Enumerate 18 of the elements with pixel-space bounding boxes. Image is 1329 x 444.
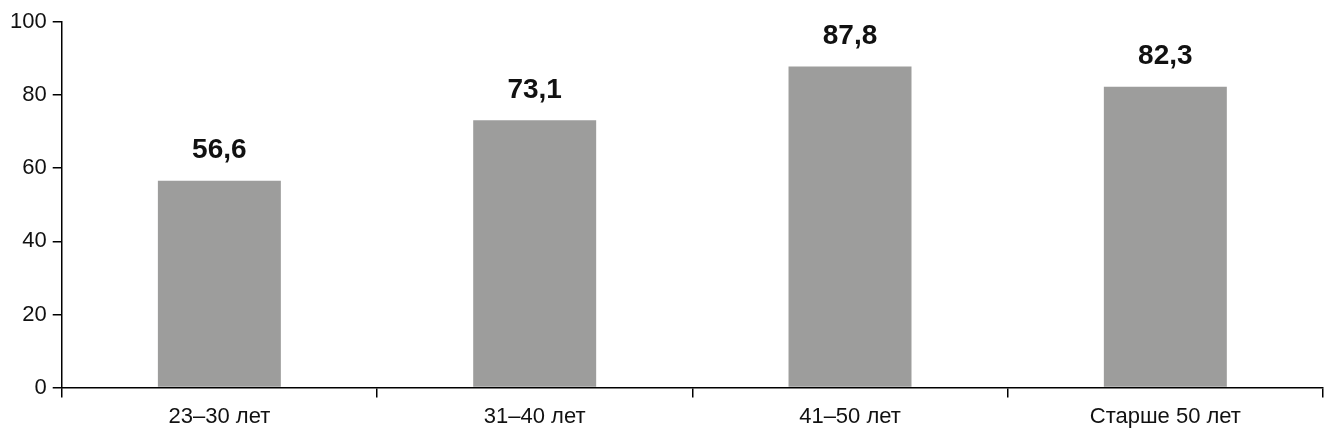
y-tick-label: 100 [9,8,47,34]
bar [788,66,912,387]
bar [473,120,597,387]
data-label: 73,1 [507,73,562,105]
x-tick-label: 41–50 лет [799,402,901,428]
bar [1103,86,1227,387]
y-tick-label: 80 [22,81,47,107]
x-tick-label: 23–30 лет [168,402,271,428]
data-label: 82,3 [1138,39,1193,71]
x-tick-label: 31–40 лет [483,402,586,428]
y-tick-label: 20 [22,300,47,326]
data-label: 87,8 [822,19,878,51]
data-label: 56,6 [192,133,247,165]
bar [157,180,281,387]
y-tick-label: 40 [22,227,47,253]
y-tick-label: 60 [22,154,47,180]
y-tick-label: 0 [34,373,47,399]
x-tick-label: Старше 50 лет [1089,402,1241,428]
